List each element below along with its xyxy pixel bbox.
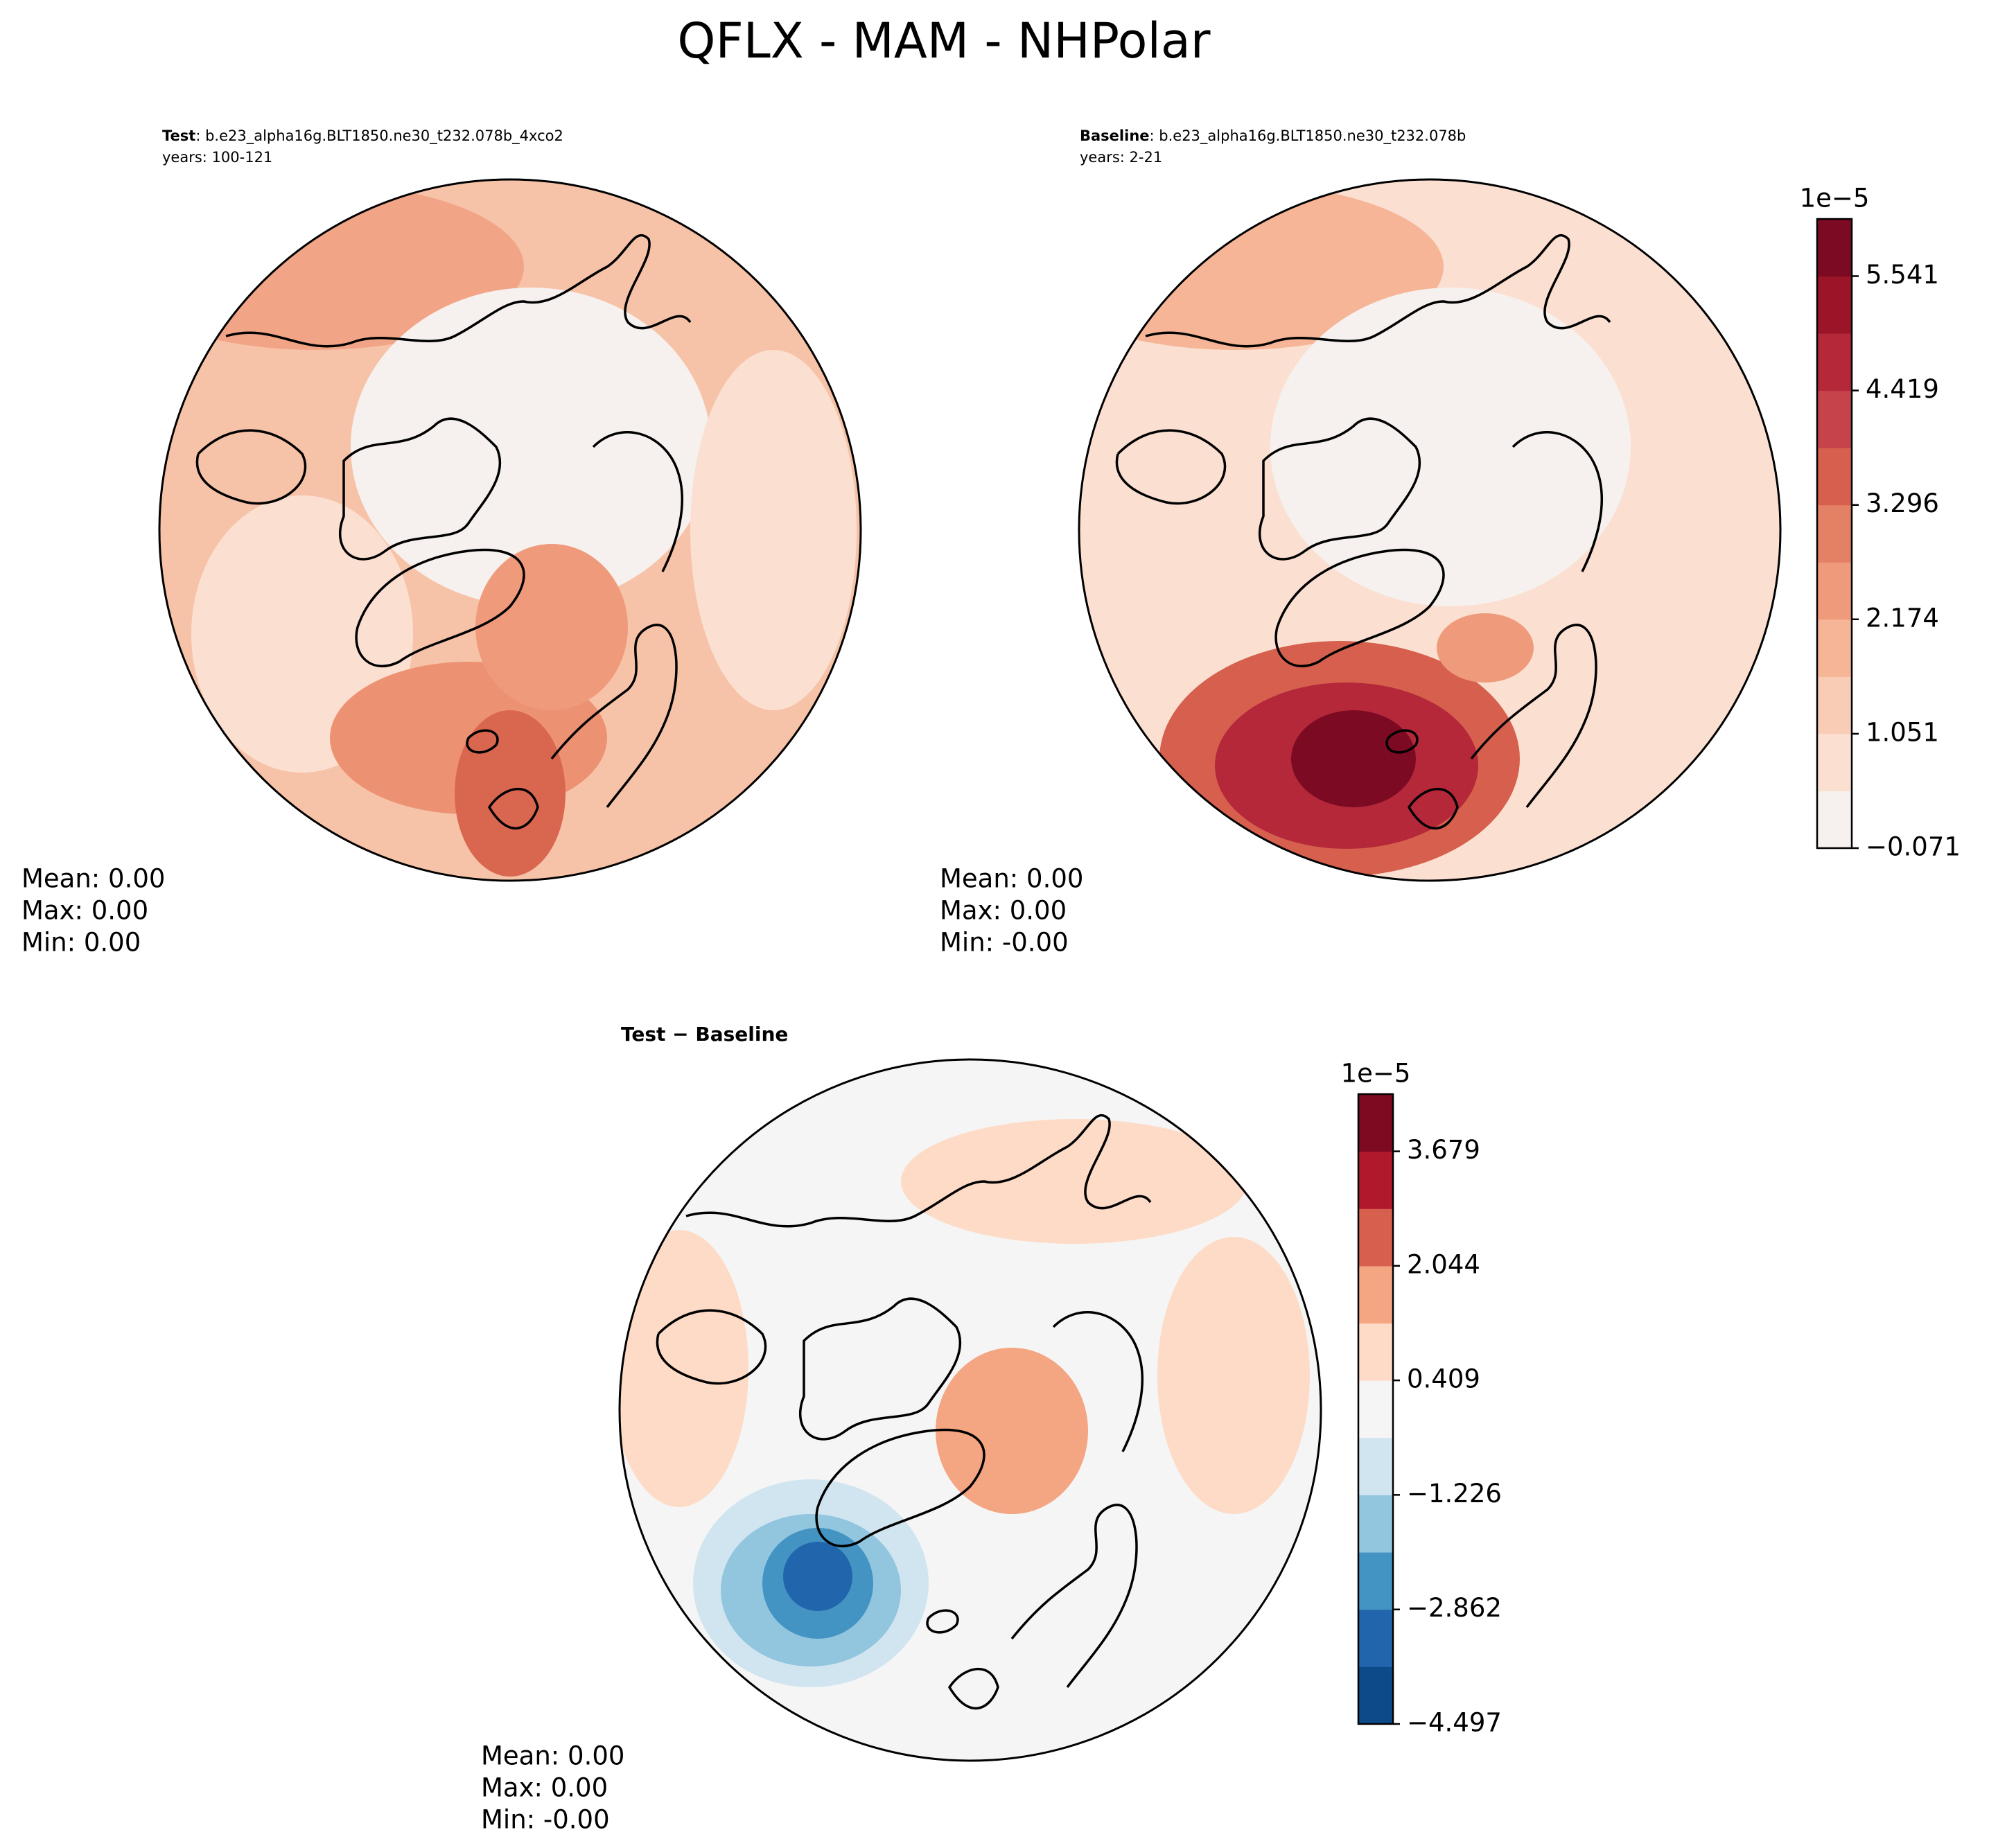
colorbar-exponent: 1e−5 xyxy=(1800,184,1870,213)
stat: Min: -0.00 xyxy=(940,928,1069,958)
stat: Min: -0.00 xyxy=(481,1805,610,1835)
years: years: 2-21 xyxy=(1080,149,1162,166)
figure-title: QFLX - MAM - NHPolar xyxy=(677,12,1210,69)
stat: Mean: 0.00 xyxy=(940,864,1083,894)
colorbar-band xyxy=(1817,219,1852,277)
map xyxy=(158,178,862,882)
panel-subtitle: Baseline: b.e23_alpha16g.BLT1850.ne30_t2… xyxy=(1080,127,1466,145)
tick-label: 0.409 xyxy=(1407,1364,1480,1394)
colorbar-band xyxy=(1817,791,1852,849)
colorbar-band xyxy=(1358,1495,1393,1553)
colorbar-band xyxy=(1358,1609,1393,1667)
stat: Min: 0.00 xyxy=(21,928,141,958)
colorbar-band xyxy=(1358,1437,1393,1495)
panel-subtitle: Test: b.e23_alpha16g.BLT1850.ne30_t232.0… xyxy=(162,127,563,145)
tick-label: 1.051 xyxy=(1866,717,1939,747)
stat: Mean: 0.00 xyxy=(481,1741,624,1771)
colorbar-band xyxy=(1817,390,1852,448)
colorbar-band xyxy=(1817,276,1852,334)
colorbar-band xyxy=(1358,1666,1393,1725)
case-label: Baseline xyxy=(1080,127,1150,144)
stat: Max: 0.00 xyxy=(21,896,148,926)
case-name: : b.e23_alpha16g.BLT1850.ne30_t232.078b_… xyxy=(195,127,563,145)
colorbar-band xyxy=(1817,562,1852,620)
case-name: : b.e23_alpha16g.BLT1850.ne30_t232.078b xyxy=(1150,127,1466,145)
colorbar-frame xyxy=(1357,1093,1394,1725)
colorbar-band xyxy=(1817,676,1852,734)
colorbar-band xyxy=(1817,733,1852,791)
tick-label: 4.419 xyxy=(1866,374,1939,404)
colorbar-band xyxy=(1358,1265,1393,1324)
stat: Max: 0.00 xyxy=(481,1773,608,1803)
colorbar-band xyxy=(1358,1151,1393,1209)
colorbar-band xyxy=(1817,619,1852,677)
colorbar-frame xyxy=(1816,218,1853,850)
tick-label: 3.679 xyxy=(1407,1135,1480,1165)
map xyxy=(1078,178,1782,882)
tick-label: −2.862 xyxy=(1407,1593,1502,1623)
colorbar-band xyxy=(1358,1208,1393,1267)
stat: Mean: 0.00 xyxy=(21,864,165,894)
tick-label: 2.174 xyxy=(1866,603,1939,633)
colorbar-band xyxy=(1358,1552,1393,1610)
tick-label: 5.541 xyxy=(1866,260,1939,290)
colorbar-band xyxy=(1358,1380,1393,1438)
tick-label: −4.497 xyxy=(1407,1708,1502,1738)
colorbar-band xyxy=(1817,504,1852,563)
tick-label: 3.296 xyxy=(1866,489,1939,518)
tick-label: −1.226 xyxy=(1407,1479,1502,1508)
panel-subtitle: Test − Baseline xyxy=(621,1023,788,1046)
tick-label: −0.071 xyxy=(1866,832,1961,862)
stat: Max: 0.00 xyxy=(940,896,1067,926)
colorbar-band xyxy=(1817,448,1852,506)
colorbar-exponent: 1e−5 xyxy=(1341,1059,1411,1089)
map xyxy=(618,1058,1322,1762)
colorbar-band xyxy=(1358,1323,1393,1381)
years: years: 100-121 xyxy=(162,149,272,166)
tick-label: 2.044 xyxy=(1407,1249,1480,1279)
colorbar-band xyxy=(1817,333,1852,391)
colorbar-band xyxy=(1358,1094,1393,1152)
case-label: Test xyxy=(162,127,195,144)
